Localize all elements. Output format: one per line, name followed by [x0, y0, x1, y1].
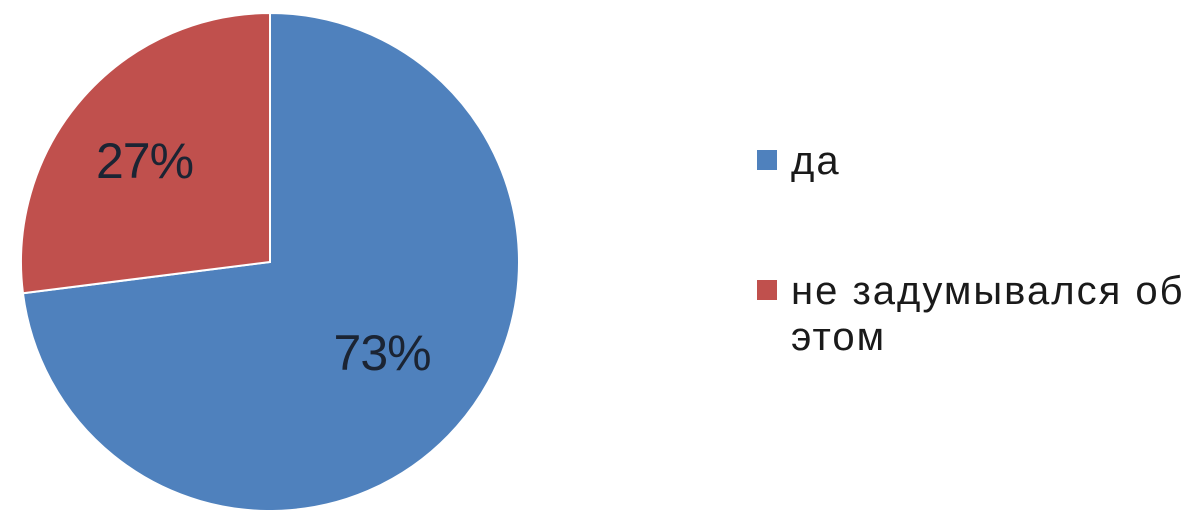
legend-label-ne-zadumyvalsya: не задумывался об этом: [791, 269, 1185, 359]
pie-slice-ne-zadumyvalsya: [20, 11, 271, 295]
legend-item-ne-zadumyvalsya: не задумывался об этом: [757, 268, 1187, 360]
data-label-ne-zadumyvalsya: 27%: [96, 133, 193, 189]
legend-item-da: да: [757, 138, 1187, 184]
pie-plot-area: 73% 27%: [20, 11, 520, 510]
legend: да не задумывался об этом: [757, 138, 1187, 360]
legend-swatch-da: [757, 150, 777, 170]
data-label-da: 73%: [334, 325, 431, 381]
pie-data-labels: 73% 27%: [96, 133, 432, 381]
legend-swatch-ne-zadumyvalsya: [757, 280, 777, 300]
legend-label-da: да: [791, 139, 841, 183]
pie-slices: [20, 11, 520, 510]
